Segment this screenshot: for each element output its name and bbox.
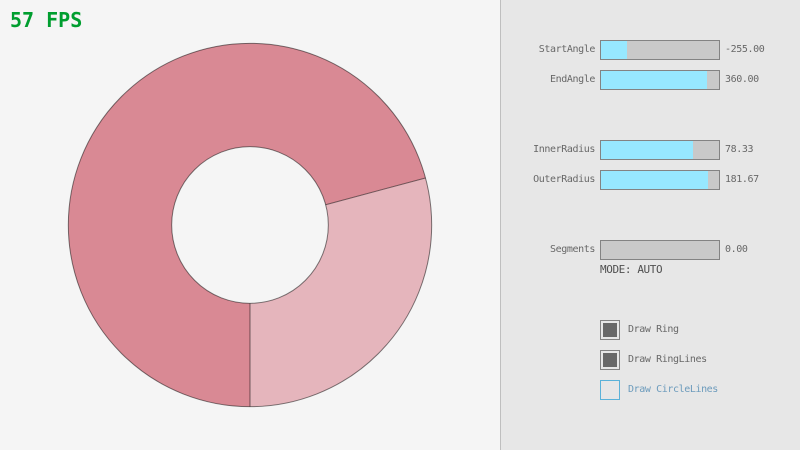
slider-label-startangle: StartAngle [538, 44, 596, 55]
slider-row-startangle: StartAngle -255.00 [500, 40, 800, 60]
fps-counter: 57 FPS [10, 8, 83, 32]
checkbox-label-draw-ringlines: Draw RingLines [628, 354, 707, 365]
checkbox-box-draw-ringlines[interactable] [600, 350, 620, 370]
slider-value-segments: 0.00 [725, 244, 748, 255]
slider-label-endangle: EndAngle [550, 74, 595, 85]
checkbox-draw-circlelines[interactable]: Draw CircleLines [600, 380, 790, 400]
mode-label: MODE: AUTO [600, 263, 663, 276]
checkbox-label-draw-circlelines: Draw CircleLines [628, 384, 718, 395]
slider-innerradius[interactable] [600, 140, 720, 160]
checkbox-box-draw-ring[interactable] [600, 320, 620, 340]
slider-label-segments: Segments [550, 244, 595, 255]
ring-outline-inner [171, 146, 329, 304]
slider-outerradius[interactable] [600, 170, 720, 190]
checkbox-checkmark-draw-ring [603, 323, 617, 337]
slider-value-innerradius: 78.33 [725, 144, 754, 155]
checkbox-checkmark-draw-ringlines [603, 353, 617, 367]
slider-row-segments: Segments 0.00 [500, 240, 800, 260]
slider-fill-outerradius [601, 171, 709, 189]
slider-row-outerradius: OuterRadius 181.67 [500, 170, 800, 190]
ring-chart [67, 42, 433, 408]
checkbox-box-draw-circlelines[interactable] [600, 380, 620, 400]
slider-segments[interactable] [600, 240, 720, 260]
slider-row-endangle: EndAngle 360.00 [500, 70, 800, 90]
slider-value-startangle: -255.00 [725, 44, 765, 55]
slider-value-endangle: 360.00 [725, 74, 759, 85]
slider-fill-endangle [601, 71, 708, 89]
checkbox-draw-ring[interactable]: Draw Ring [600, 320, 790, 340]
ring-radial-line [325, 177, 426, 206]
ring-sector-overlap [68, 43, 426, 407]
ring-sector-single [250, 177, 432, 407]
slider-row-innerradius: InnerRadius 78.33 [500, 140, 800, 160]
slider-label-outerradius: OuterRadius [533, 174, 595, 185]
slider-startangle[interactable] [600, 40, 720, 60]
slider-value-outerradius: 181.67 [725, 174, 759, 185]
checkbox-draw-ringlines[interactable]: Draw RingLines [600, 350, 790, 370]
slider-fill-innerradius [601, 141, 694, 159]
slider-label-innerradius: InnerRadius [533, 144, 595, 155]
slider-endangle[interactable] [600, 70, 720, 90]
slider-fill-startangle [601, 41, 627, 59]
checkbox-label-draw-ring: Draw Ring [628, 324, 679, 335]
checkbox-checkmark-draw-circlelines [603, 383, 617, 397]
